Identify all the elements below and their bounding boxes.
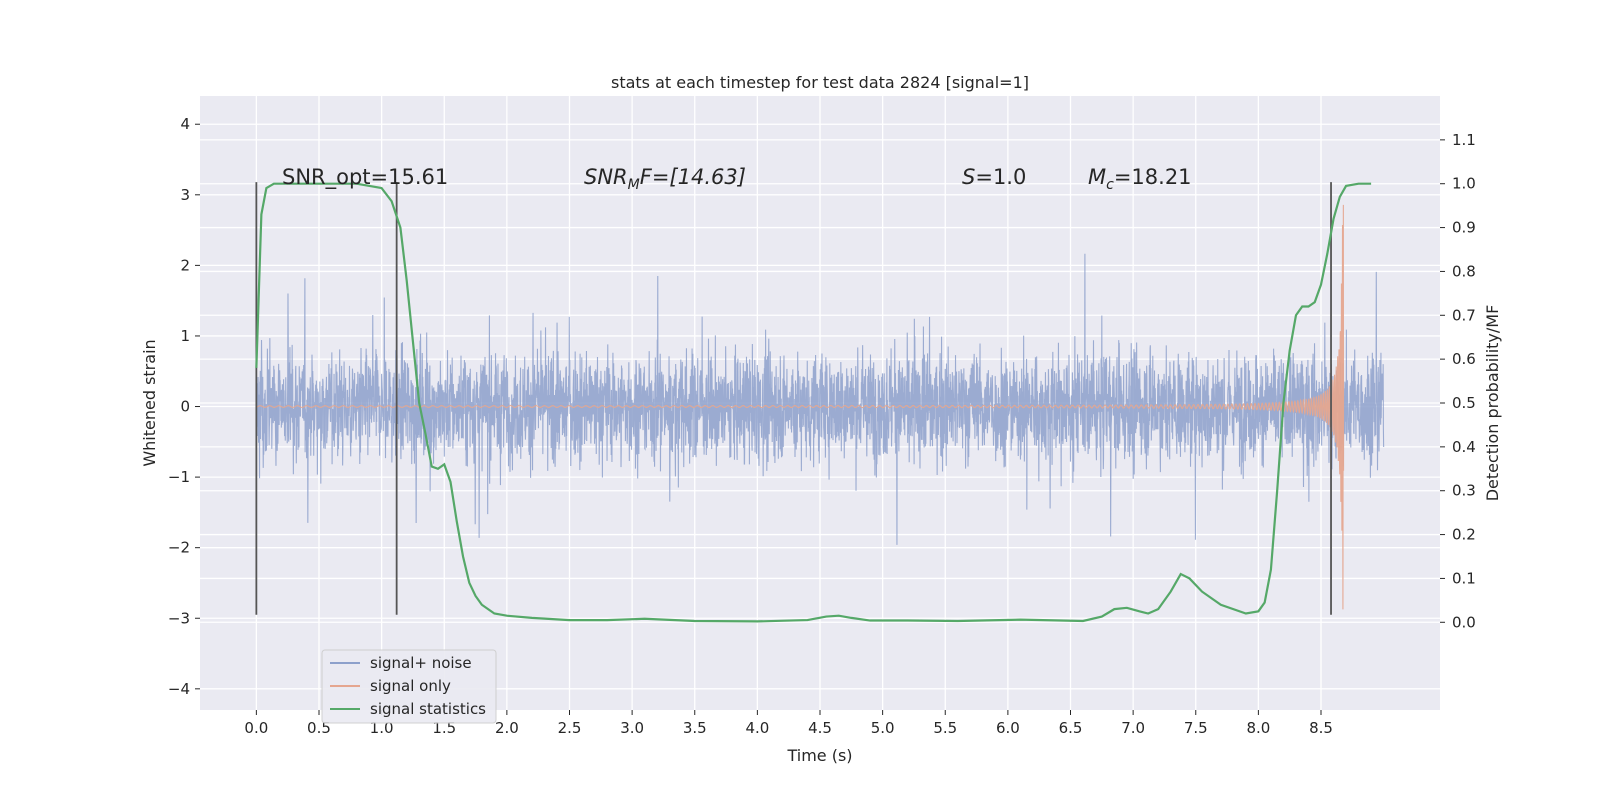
annotation-mc-sub: c bbox=[1106, 177, 1114, 193]
annotation-snr-mf-base: SNR bbox=[584, 165, 628, 189]
x-tick-label-9: 4.5 bbox=[808, 719, 832, 737]
y-tick-label-0: 4 bbox=[180, 115, 190, 133]
y-axis-ticks: 4 3 2 1 0 −1 −2 −3 −4 bbox=[168, 115, 200, 698]
x-tick-label-5: 2.5 bbox=[558, 719, 582, 737]
y-tick-label-3: 1 bbox=[180, 327, 190, 345]
marker-lines bbox=[255, 182, 1332, 615]
y-right-tick-label-0: 1.1 bbox=[1452, 131, 1476, 149]
y-right-tick-label-11: 0.0 bbox=[1452, 613, 1476, 631]
y-tick-label-1: 3 bbox=[180, 186, 190, 204]
x-tick-label-11: 5.5 bbox=[933, 719, 957, 737]
y-right-tick-label-6: 0.5 bbox=[1452, 394, 1476, 412]
annotation-mc-rest: =18.21 bbox=[1114, 165, 1192, 189]
annotation-snr-mf: SNRMF=[14.63] bbox=[584, 165, 746, 193]
y-right-tick-label-8: 0.3 bbox=[1452, 482, 1476, 500]
y-axis-label: Whitened strain bbox=[140, 339, 159, 466]
x-tick-label-15: 7.5 bbox=[1184, 719, 1208, 737]
y-tick-label-7: −3 bbox=[168, 609, 190, 627]
x-tick-label-4: 2.0 bbox=[495, 719, 519, 737]
y-right-tick-label-7: 0.4 bbox=[1452, 438, 1476, 456]
x-tick-label-7: 3.5 bbox=[683, 719, 707, 737]
x-tick-label-16: 8.0 bbox=[1246, 719, 1270, 737]
annotation-s-rest: =1.0 bbox=[975, 165, 1026, 189]
y-right-tick-label-5: 0.6 bbox=[1452, 350, 1476, 368]
line-signal-only bbox=[256, 204, 1345, 610]
annotation-s-var: S bbox=[962, 165, 975, 189]
legend-label-noise: signal+ noise bbox=[370, 654, 472, 672]
x-axis-ticks: 0.0 0.5 1.0 1.5 2.0 2.5 3.0 3.5 4.0 4.5 5.0 5.5 6.0 6… bbox=[244, 710, 1333, 737]
y-right-tick-label-3: 0.8 bbox=[1452, 262, 1476, 280]
x-axis-label: Time (s) bbox=[786, 746, 852, 765]
y-tick-label-5: −1 bbox=[168, 468, 190, 486]
x-tick-label-12: 6.0 bbox=[996, 719, 1020, 737]
line-signal-statistics bbox=[255, 182, 1372, 623]
x-tick-label-8: 4.0 bbox=[745, 719, 769, 737]
x-tick-label-1: 0.5 bbox=[307, 719, 331, 737]
y-right-axis-label: Detection probability/MF bbox=[1483, 305, 1502, 502]
series-signal-statistics bbox=[255, 182, 1372, 623]
chart-title: stats at each timestep for test data 282… bbox=[611, 73, 1029, 92]
x-tick-label-14: 7.0 bbox=[1121, 719, 1145, 737]
legend-box bbox=[321, 649, 497, 724]
y-tick-label-6: −2 bbox=[168, 539, 190, 557]
y-right-tick-label-4: 0.7 bbox=[1452, 306, 1476, 324]
annotation-mc: Mc=18.21 bbox=[1088, 165, 1192, 193]
x-tick-label-6: 3.0 bbox=[620, 719, 644, 737]
annotation-snr-opt: SNR_opt=15.61 bbox=[282, 165, 448, 190]
y-right-tick-label-2: 0.9 bbox=[1452, 219, 1476, 237]
y-tick-label-2: 2 bbox=[180, 256, 190, 274]
y-right-tick-label-1: 1.0 bbox=[1452, 175, 1476, 193]
x-tick-label-17: 8.5 bbox=[1309, 719, 1333, 737]
legend-label-stats: signal statistics bbox=[370, 700, 486, 718]
annotation-snr-mf-rest: F=[14.63] bbox=[640, 165, 746, 189]
x-tick-label-13: 6.5 bbox=[1059, 719, 1083, 737]
legend-label-signal: signal only bbox=[370, 677, 451, 695]
y-right-tick-label-9: 0.2 bbox=[1452, 526, 1476, 544]
y-tick-label-8: −4 bbox=[168, 680, 190, 698]
x-tick-label-0: 0.0 bbox=[244, 719, 268, 737]
y-tick-label-4: 0 bbox=[180, 398, 190, 416]
annotation-mc-var: M bbox=[1088, 165, 1106, 189]
y-right-axis-ticks: 1.1 1.0 0.9 0.8 0.7 0.6 0.5 0.4 0.3 0.2 0.1 0.0 bbox=[1440, 131, 1476, 631]
x-tick-label-10: 5.0 bbox=[871, 719, 895, 737]
annotation-snr-mf-sub: M bbox=[628, 177, 640, 193]
series-signal-only bbox=[256, 204, 1345, 610]
y-right-tick-label-10: 0.1 bbox=[1452, 569, 1476, 587]
legend: signal+ noise signal only signal statist… bbox=[321, 649, 497, 724]
annotation-s: S=1.0 bbox=[962, 165, 1026, 189]
